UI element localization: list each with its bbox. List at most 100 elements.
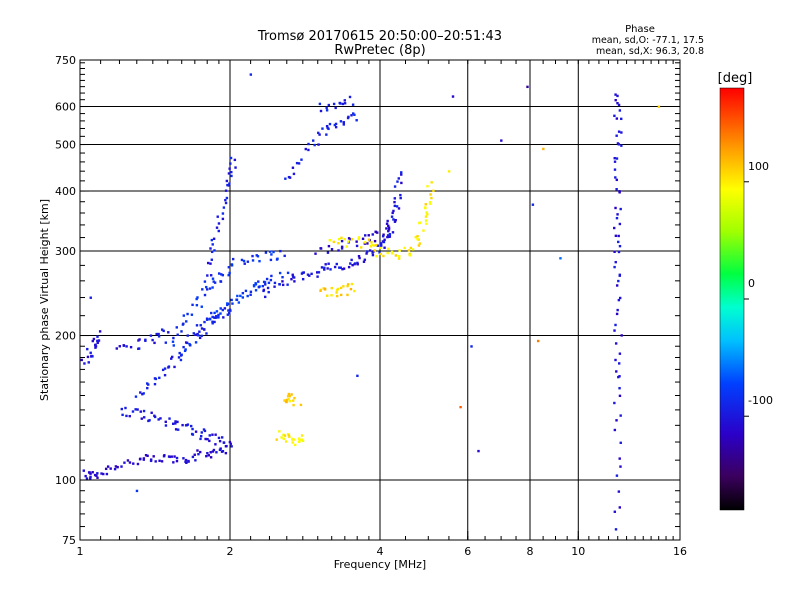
data-point [332, 102, 336, 106]
data-point [196, 332, 199, 336]
data-point [400, 181, 403, 185]
data-point [209, 451, 212, 454]
phase-info-line-x: mean, sd,X: 96.3, 20.8 [596, 46, 704, 57]
data-point [617, 130, 621, 133]
data-point [291, 437, 294, 441]
data-point [370, 241, 373, 244]
data-point [175, 456, 179, 460]
data-point [122, 344, 125, 347]
data-point [387, 226, 391, 229]
data-point [217, 222, 221, 225]
grid [80, 60, 680, 540]
data-point [395, 205, 399, 208]
data-point [254, 283, 258, 286]
data-point [526, 85, 529, 89]
data-point [398, 249, 401, 252]
data-point [618, 109, 622, 112]
data-point [278, 271, 282, 275]
data-point [176, 420, 179, 424]
data-point [85, 477, 89, 480]
data-point [382, 233, 385, 236]
y-tick-label: 300 [55, 245, 76, 258]
data-point [116, 465, 119, 469]
data-point [407, 249, 411, 252]
data-point [198, 336, 202, 340]
data-point [614, 234, 618, 238]
data-point [203, 429, 207, 433]
data-point [397, 177, 400, 180]
data-point [374, 230, 378, 234]
data-point [286, 395, 290, 398]
data-point [613, 156, 616, 160]
data-point [94, 343, 97, 346]
data-point [243, 262, 246, 265]
data-point [270, 274, 273, 278]
data-point [400, 173, 403, 176]
data-point [386, 235, 389, 239]
data-point [353, 113, 356, 116]
data-point [373, 239, 377, 243]
data-point [222, 441, 226, 444]
data-point [205, 454, 208, 458]
data-point [202, 328, 206, 331]
data-point [383, 246, 386, 249]
data-point [146, 386, 149, 390]
data-point [142, 392, 145, 395]
data-point [89, 475, 92, 479]
data-point [297, 440, 301, 444]
data-point [211, 286, 214, 289]
data-point [293, 396, 296, 400]
data-point [393, 220, 397, 223]
data-point [616, 213, 619, 216]
data-point [618, 244, 622, 248]
data-point [328, 122, 332, 126]
data-point [614, 528, 618, 531]
data-point [352, 112, 355, 115]
data-point [228, 271, 231, 275]
data-point [276, 257, 279, 260]
data-point [84, 474, 87, 478]
data-point [194, 459, 197, 462]
x-tick-label: 6 [464, 545, 471, 558]
data-point [306, 273, 310, 276]
data-point [366, 250, 369, 253]
data-point [373, 244, 376, 247]
data-point [155, 332, 158, 336]
data-point [300, 434, 304, 437]
data-point [242, 259, 246, 263]
data-point [385, 222, 389, 225]
data-point [95, 474, 98, 477]
data-point [163, 454, 166, 457]
data-point [301, 277, 305, 281]
data-point [430, 181, 433, 184]
data-point [613, 329, 616, 332]
data-point [229, 442, 232, 445]
data-point [215, 226, 219, 229]
data-point [613, 226, 616, 230]
data-point [381, 235, 385, 238]
data-point [343, 102, 347, 105]
data-point [168, 417, 171, 420]
data-point [615, 284, 619, 287]
x-tick-label: 4 [377, 545, 384, 558]
data-point [615, 157, 619, 160]
data-point [157, 335, 161, 338]
data-point [287, 392, 291, 396]
data-point [385, 227, 388, 230]
data-point [178, 351, 181, 355]
data-point [403, 246, 406, 250]
data-point [80, 358, 83, 362]
data-point [392, 218, 395, 221]
y-axis-label: Stationary phase Virtual Height [km] [38, 199, 51, 401]
data-point [106, 465, 110, 468]
data-point [221, 273, 225, 277]
data-point [205, 332, 208, 335]
data-point [286, 271, 290, 275]
data-point [257, 280, 260, 283]
data-point [89, 351, 92, 355]
data-point [366, 242, 369, 245]
data-point [214, 433, 217, 436]
data-point [159, 417, 162, 420]
data-point [422, 229, 425, 232]
data-point [149, 459, 153, 463]
